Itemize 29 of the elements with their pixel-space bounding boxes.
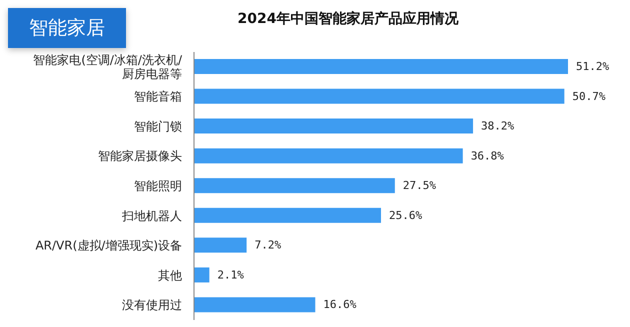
bar bbox=[194, 267, 210, 282]
bar bbox=[194, 88, 564, 104]
data-label: 38.2% bbox=[481, 120, 515, 133]
y-tick-label: 智能门锁 bbox=[134, 119, 182, 134]
y-tick-label: 智能家电(空调/冰箱/洗衣机/厨房电器等 bbox=[33, 52, 183, 81]
y-tick-label: 智能照明 bbox=[134, 179, 182, 193]
bar bbox=[194, 297, 316, 312]
y-tick-label: 扫地机器人 bbox=[121, 208, 182, 223]
data-label: 50.7% bbox=[572, 90, 606, 103]
y-tick-label: 智能家居摄像头 bbox=[98, 149, 182, 164]
data-label: 16.6% bbox=[323, 298, 357, 312]
tag-label: 智能家居 bbox=[8, 8, 126, 48]
bar bbox=[194, 118, 474, 134]
y-tick-label: 智能音箱 bbox=[134, 90, 182, 104]
y-tick-label: 没有使用过 bbox=[122, 298, 182, 312]
chart-title: 2024年中国智能家居产品应用情况 bbox=[238, 11, 458, 27]
bar bbox=[194, 148, 463, 164]
y-tick-label: 其他 bbox=[158, 268, 182, 282]
data-label: 51.2% bbox=[576, 60, 610, 73]
data-label: 7.2% bbox=[254, 238, 282, 252]
bar bbox=[194, 178, 395, 194]
data-label: 27.5% bbox=[402, 179, 436, 192]
bar bbox=[194, 238, 247, 253]
data-label: 25.6% bbox=[389, 208, 422, 222]
data-label: 2.1% bbox=[217, 268, 244, 282]
bar bbox=[194, 208, 381, 223]
data-label: 36.8% bbox=[470, 149, 504, 162]
bar bbox=[194, 59, 568, 74]
y-tick-label: AR/VR(虚拟/增强现实)设备 bbox=[35, 238, 182, 253]
